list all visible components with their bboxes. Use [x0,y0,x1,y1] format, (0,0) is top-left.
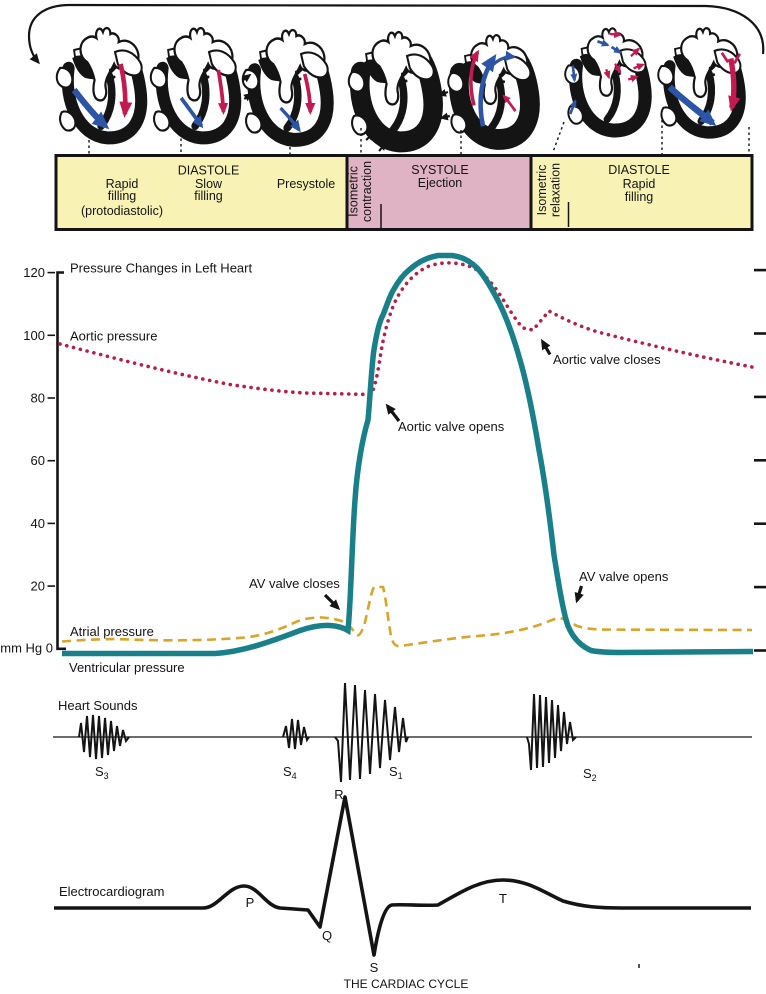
svg-text:AV valve opens: AV valve opens [579,569,669,584]
svg-text:Rapid: Rapid [106,177,139,191]
svg-text:60: 60 [31,453,45,468]
svg-text:Q: Q [322,928,332,943]
svg-text:filling: filling [108,189,137,203]
svg-text:Slow: Slow [195,177,223,191]
svg-text:80: 80 [31,391,45,406]
svg-text:120: 120 [23,265,45,280]
svg-text:20: 20 [31,579,45,594]
svg-text:Ejection: Ejection [418,176,463,190]
svg-text:Pressure Changes in Left Heart: Pressure Changes in Left Heart [70,261,252,276]
svg-text:DIASTOLE: DIASTOLE [608,163,670,177]
svg-text:(protodiastolic): (protodiastolic) [81,204,163,218]
svg-text:Isometric: Isometric [347,166,361,217]
svg-text:Atrial pressure: Atrial pressure [70,624,154,639]
svg-text:P: P [246,895,255,910]
svg-text:40: 40 [31,516,45,531]
svg-text:100: 100 [23,328,45,343]
svg-text:contraction: contraction [360,161,374,222]
svg-text:relaxation: relaxation [549,163,563,217]
svg-text:SYSTOLE: SYSTOLE [411,163,468,177]
svg-text:filling: filling [625,190,654,204]
svg-text:Presystole: Presystole [277,177,335,191]
svg-text:Aortic valve closes: Aortic valve closes [553,352,661,367]
svg-text:S: S [370,960,379,975]
svg-text:THE CARDIAC CYCLE: THE CARDIAC CYCLE [344,977,469,991]
svg-text:Aortic pressure: Aortic pressure [70,329,157,344]
svg-text:filling: filling [194,189,223,203]
svg-text:Rapid: Rapid [623,177,656,191]
svg-text:Ventricular pressure: Ventricular pressure [69,660,185,675]
svg-text:AV valve closes: AV valve closes [249,576,340,591]
svg-text:Aortic valve opens: Aortic valve opens [398,419,505,434]
svg-text:Electrocardiogram: Electrocardiogram [59,884,165,899]
svg-text:R: R [334,787,343,802]
svg-text:Heart Sounds: Heart Sounds [58,698,138,713]
svg-text:mm Hg 0: mm Hg 0 [0,641,53,656]
svg-text:T: T [499,891,507,906]
svg-text:Isometric: Isometric [535,165,549,216]
svg-text:DIASTOLE: DIASTOLE [178,164,240,178]
